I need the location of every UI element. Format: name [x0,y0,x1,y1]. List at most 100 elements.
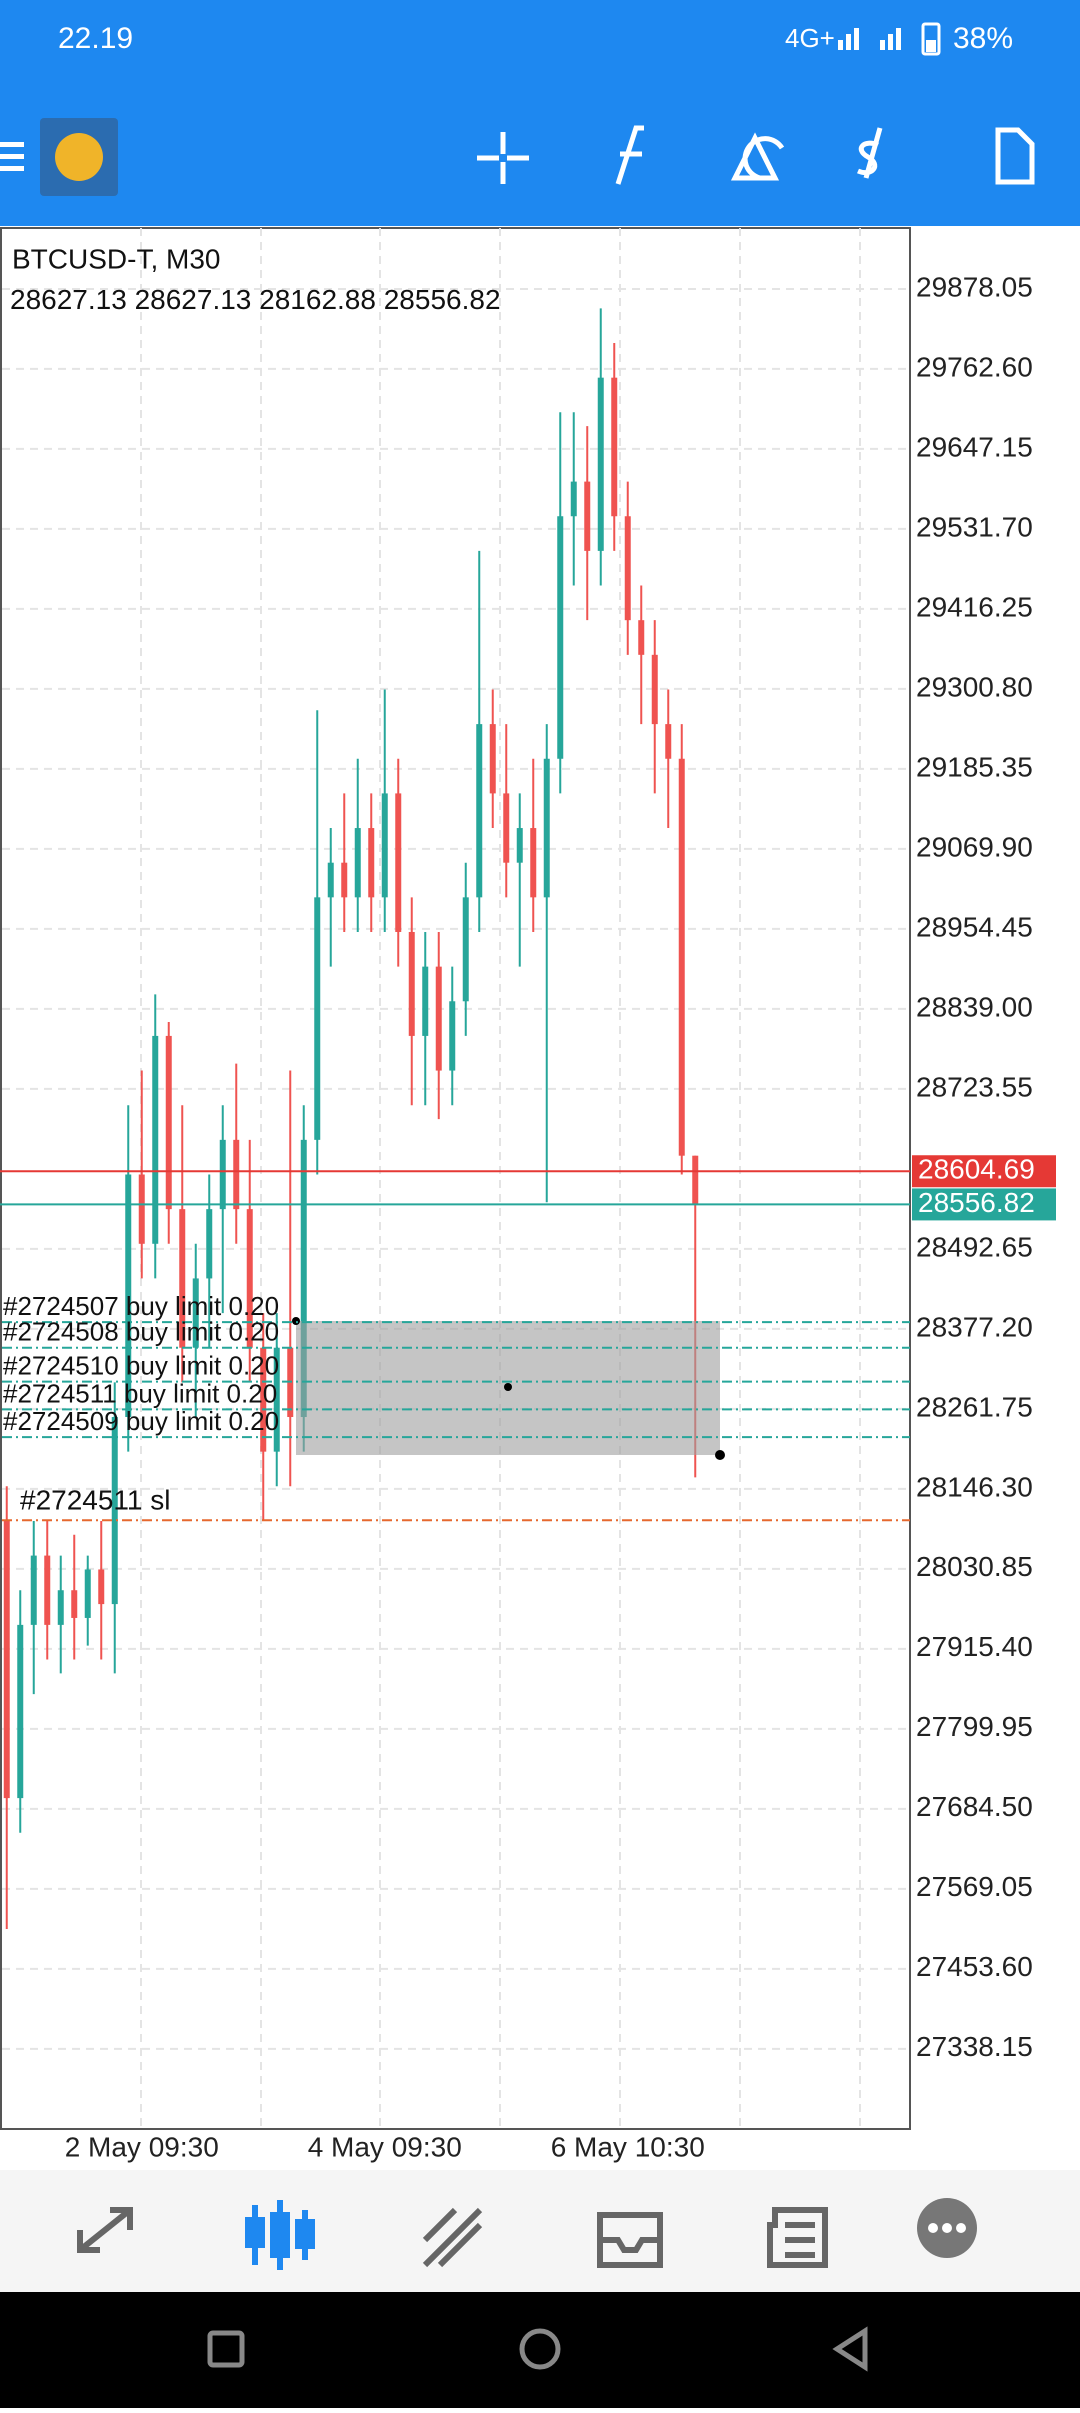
y-tick-label: 29878.05 [916,271,1033,302]
y-tick-label: 27684.50 [916,1791,1033,1822]
ohlc-readout: 28627.13 28627.13 28162.88 28556.82 [10,284,501,315]
candle-body [570,481,577,517]
candle-body [125,1174,132,1418]
candle-body [665,724,672,759]
candle-body [408,931,415,1036]
candle-body [260,1347,267,1452]
news-tab[interactable] [767,2207,828,2268]
nav-icons [77,2200,828,2270]
candle-body [314,897,321,1140]
candle-body [449,1001,456,1071]
candle-body [422,966,429,1036]
order-label: #2724509 buy limit 0.20 [3,1406,279,1436]
close-value: 28556.82 [384,284,501,315]
price-tag-label: 28604.69 [918,1154,1035,1185]
candle-body [179,1209,186,1348]
recents-button[interactable] [207,2330,245,2368]
home-button[interactable] [519,2328,561,2370]
y-tick-label: 28377.20 [916,1311,1033,1342]
candle-body [152,1035,159,1244]
candle-body [192,1278,199,1348]
candle-body [165,1035,172,1210]
candle-body [206,1209,213,1279]
candle-body [98,1569,105,1605]
toolbar-icons [477,125,1035,185]
bottom-nav [0,2170,1080,2292]
x-tick-label: 6 May 10:30 [551,2131,705,2162]
candle-body [503,793,510,863]
objects-button[interactable] [730,132,785,181]
order-label: #2724511 buy limit 0.20 [3,1378,277,1408]
chat-dots [928,2223,966,2233]
history-tab[interactable] [597,2212,663,2268]
candle-body [368,828,375,898]
vertical-grid [140,228,861,2129]
order-label: #2724508 buy limit 0.20 [3,1317,279,1347]
y-tick-label: 28146.30 [916,1471,1033,1502]
candle-body [543,758,550,898]
y-tick-label: 28261.75 [916,1391,1033,1422]
y-tick-label: 27338.15 [916,2031,1033,2062]
chart-title: BTCUSD-T, M30 [12,243,220,274]
back-button[interactable] [832,2326,868,2372]
candle-body [584,481,591,551]
candle-body [138,1174,145,1244]
handle[interactable] [292,1317,300,1325]
candle-body [3,1520,10,1799]
candle-body [300,1139,307,1418]
y-tick-label: 29069.90 [916,831,1033,862]
candle-body [273,1347,280,1452]
trade-tab[interactable] [422,2207,483,2268]
candle-body [530,828,537,898]
y-tick-label: 29531.70 [916,511,1033,542]
candle-body [30,1555,37,1625]
menu-button[interactable] [0,142,24,171]
trade-button[interactable] [857,127,883,179]
quotes-tab[interactable] [77,2207,133,2253]
candle-body [233,1139,240,1210]
order-label: #2724507 buy limit 0.20 [3,1291,279,1321]
chart-tab[interactable] [245,2200,315,2270]
plot [2,287,910,2050]
candle-body [57,1590,64,1625]
y-tick-label: 29300.80 [916,671,1033,702]
candle-body [476,724,483,898]
candle-body [692,1155,699,1205]
order-label: #2724510 buy limit 0.20 [3,1351,279,1381]
candle-body [71,1590,78,1618]
x-tick-label: 4 May 09:30 [308,2131,462,2162]
y-tick-label: 29185.35 [916,751,1033,782]
indicator-button[interactable] [615,125,644,185]
status-time: 22.19 [58,22,133,55]
candle-body [111,1417,118,1605]
candle-body [327,862,334,898]
candle-body [395,793,402,932]
status-battery: 38% [953,22,1013,55]
candle-body [354,828,361,898]
price-tag-label: 28556.82 [918,1187,1035,1218]
candle-body [381,793,388,898]
system-buttons [207,2326,868,2372]
candle-body [516,828,523,863]
crosshair-button[interactable] [477,132,529,184]
low-value: 28162.88 [259,284,376,315]
y-tick-label: 29647.15 [916,431,1033,462]
y-tick-label: 29762.60 [916,351,1033,382]
y-tick-label: 27915.40 [916,1631,1033,1662]
candle-body [219,1139,226,1210]
y-tick-label: 27799.95 [916,1711,1033,1742]
signal-icons [838,22,941,56]
candle-body [84,1569,91,1618]
candle-body [611,377,618,517]
handle[interactable] [715,1450,725,1460]
new-order-button[interactable] [995,127,1035,185]
status-network: 4G+ [785,23,835,53]
candle-body [651,654,658,725]
handle[interactable] [504,1383,512,1391]
system-nav [0,2292,1080,2408]
candle-body [44,1555,51,1625]
y-tick-label: 28954.45 [916,911,1033,942]
y-tick-label: 28723.55 [916,1071,1033,1102]
